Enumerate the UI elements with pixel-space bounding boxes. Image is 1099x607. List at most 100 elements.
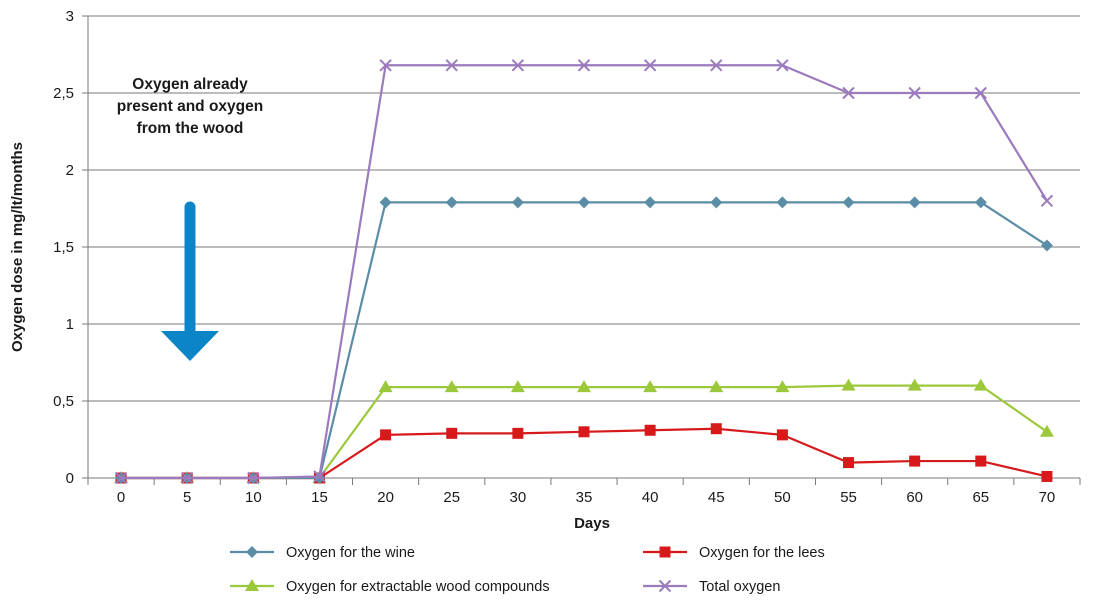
gridlines [88, 15, 1080, 402]
legend: Oxygen for the wine Oxygen for the lees Ox… [230, 545, 825, 595]
data-point [908, 86, 921, 100]
data-point [246, 546, 258, 558]
data-point [907, 378, 922, 391]
data-point [643, 59, 657, 72]
y-tick-label: 2 [66, 162, 74, 179]
data-point-stroke [577, 59, 591, 72]
data-point-stroke [379, 59, 392, 72]
data-point-stroke [180, 471, 194, 485]
x-tick-label: 20 [377, 489, 394, 506]
data-point [908, 196, 921, 209]
data-point [710, 59, 723, 72]
legend-item: Oxygen for the lees [643, 545, 825, 561]
data-point [644, 196, 657, 209]
x-tick-label: 25 [443, 489, 460, 506]
data-point [578, 426, 590, 438]
x-tick-label: 55 [840, 489, 857, 506]
legend-item: Oxygen for the wine [230, 545, 415, 561]
data-point [1039, 424, 1054, 437]
y-tick-labels: 0 0,5 1 1,5 2 2,5 3 [53, 8, 74, 487]
data-point [644, 424, 656, 436]
data-point [842, 196, 855, 209]
data-point-stroke [643, 59, 657, 72]
data-point-stroke [842, 86, 855, 100]
data-point [975, 455, 987, 467]
series [114, 59, 1054, 485]
series-line [121, 64, 1048, 480]
data-point [445, 196, 458, 209]
data-point [445, 59, 458, 72]
data-point-stroke [511, 59, 525, 72]
data-point [842, 86, 855, 100]
legend-item: Total oxygen [643, 579, 780, 595]
legend-label: Oxygen for the wine [286, 545, 415, 561]
series-1 [115, 196, 1053, 484]
x-tick-label: 10 [245, 489, 262, 506]
legend-item: Oxygen for extractable wood compounds [230, 579, 550, 595]
x-tick-label: 70 [1039, 489, 1056, 506]
data-point [577, 59, 591, 72]
data-point [378, 380, 393, 393]
legend-label: Total oxygen [699, 579, 780, 595]
data-point [379, 59, 392, 72]
data-point [974, 86, 988, 100]
data-point-stroke [114, 471, 128, 485]
data-point [643, 380, 658, 393]
data-point [973, 378, 988, 391]
y-tick-label: 2,5 [53, 85, 74, 102]
data-point [180, 471, 194, 485]
data-point [511, 196, 524, 209]
data-point [659, 546, 671, 558]
series-4 [114, 59, 1054, 485]
data-point [114, 471, 128, 485]
x-axis-title: Days [574, 515, 610, 532]
data-point-stroke [974, 86, 988, 100]
y-tick-label: 3 [66, 8, 74, 25]
data-point [577, 380, 591, 393]
data-point [578, 196, 590, 209]
y-tick-label: 1,5 [53, 239, 74, 256]
data-point [776, 196, 789, 209]
x-tick-label: 15 [311, 489, 328, 506]
x-tick-label: 35 [576, 489, 593, 506]
data-point [379, 196, 392, 209]
y-axis-title: Oxygen dose in mg/lt/months [9, 142, 26, 352]
annotation-text-line: Oxygen already [132, 76, 248, 93]
data-point [1041, 470, 1053, 482]
data-point [974, 196, 987, 209]
data-point [709, 380, 724, 393]
y-tick-label: 0,5 [53, 393, 74, 410]
y-tick-label: 0 [66, 470, 74, 487]
data-point [843, 457, 855, 469]
data-point [710, 196, 723, 209]
data-point-stroke [908, 86, 921, 100]
data-point [313, 472, 326, 484]
legend-label: Oxygen for extractable wood compounds [286, 579, 550, 595]
x-tick-label: 5 [183, 489, 191, 506]
x-tick-label: 65 [972, 489, 989, 506]
data-point-stroke [658, 579, 672, 593]
data-point [776, 59, 789, 72]
data-point-stroke [313, 470, 326, 483]
data-point [776, 429, 788, 441]
data-point [510, 380, 525, 393]
x-tick-label: 40 [642, 489, 659, 506]
data-point [313, 470, 326, 483]
data-point [380, 429, 392, 441]
annotation-arrow-head [161, 331, 219, 361]
data-point [446, 427, 458, 439]
data-point [1040, 194, 1054, 208]
x-tick-label: 0 [117, 489, 125, 506]
data-point [444, 380, 459, 393]
annotation: Oxygen already present and oxygen from the… [117, 76, 263, 361]
data-point [841, 378, 856, 391]
data-point-stroke [776, 59, 789, 72]
data-point [710, 423, 722, 435]
data-point [511, 59, 525, 72]
x-tick-label: 60 [906, 489, 923, 506]
data-point-stroke [710, 59, 723, 72]
x-tick-label: 30 [510, 489, 527, 506]
data-point-stroke [247, 471, 260, 485]
